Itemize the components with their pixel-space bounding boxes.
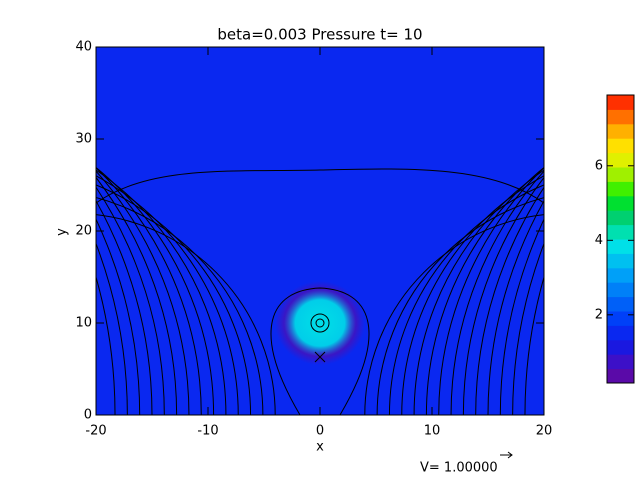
field-line: [96, 169, 227, 415]
field-line: [388, 184, 544, 415]
colorbar-tick-label: 2: [595, 307, 603, 322]
colorbar-band: [607, 354, 634, 370]
colorbar-band: [607, 210, 634, 226]
colorbar-band: [607, 267, 634, 283]
colorbar-band: [607, 325, 634, 341]
field-line: [462, 176, 544, 415]
chart-title: beta=0.003 Pressure t= 10: [217, 26, 422, 44]
x-tick-label: -10: [197, 424, 218, 439]
colorbar-tick-label: 6: [595, 158, 603, 173]
colorbar-band: [607, 195, 634, 211]
field-line: [487, 200, 544, 415]
field-line: [413, 169, 544, 415]
x-tick-label: -20: [85, 424, 106, 439]
y-tick-label: 20: [75, 224, 92, 239]
colorbar-frame: [606, 94, 635, 384]
pressure-peak: [275, 281, 365, 365]
field-line: [364, 214, 544, 415]
colorbar-tick-label: 4: [595, 233, 603, 248]
field-line: [401, 175, 544, 415]
field-line: [96, 170, 190, 415]
field-line: [96, 167, 202, 415]
y-tick-label: 0: [84, 408, 92, 423]
plot-area: [96, 47, 544, 415]
y-tick-label: 10: [75, 316, 92, 331]
annotation: V= 1.00000: [420, 461, 498, 476]
colorbar-band: [607, 95, 634, 110]
colorbar-band: [607, 296, 634, 312]
field-line: [96, 197, 264, 415]
colorbar-band: [607, 167, 634, 182]
field-line: [96, 200, 153, 415]
x-tick-label: 10: [424, 424, 441, 439]
field-line: [96, 176, 178, 415]
field-line: [96, 214, 276, 415]
y-tick-label: 40: [75, 40, 92, 55]
colorbar-band: [607, 239, 634, 254]
axes: [95, 46, 545, 416]
x-axis-label: x: [316, 440, 324, 455]
field-line: [315, 318, 325, 328]
colorbar-band: [607, 123, 634, 139]
colorbar-band: [607, 152, 634, 168]
field-line: [475, 186, 544, 415]
field-lines: [96, 166, 544, 415]
colorbar-band: [607, 138, 634, 154]
field-line: [96, 184, 252, 415]
colorbar-band: [607, 253, 634, 269]
field-line: [96, 168, 544, 204]
colorbar-band: [607, 224, 634, 240]
colorbar-band: [607, 181, 634, 197]
field-line: [96, 166, 215, 415]
colorbar-band: [607, 109, 634, 125]
colorbar-band: [607, 339, 634, 355]
field-line: [314, 351, 326, 363]
x-tick-label: 20: [536, 424, 553, 439]
field-line: [270, 287, 370, 415]
colorbar-band: [607, 282, 634, 298]
x-tick-label: 0: [316, 424, 324, 439]
field-line: [425, 166, 544, 415]
field-line: [376, 197, 544, 415]
y-tick-label: 30: [75, 132, 92, 147]
velocity-arrow: [500, 451, 513, 459]
field-line: [450, 170, 544, 415]
field-line: [96, 186, 165, 415]
field-line: [310, 313, 330, 333]
field-line: [438, 167, 544, 415]
colorbar-band: [607, 368, 634, 384]
colorbar-band: [607, 311, 634, 326]
field-line: [96, 175, 239, 415]
y-axis-label: y: [55, 228, 70, 236]
